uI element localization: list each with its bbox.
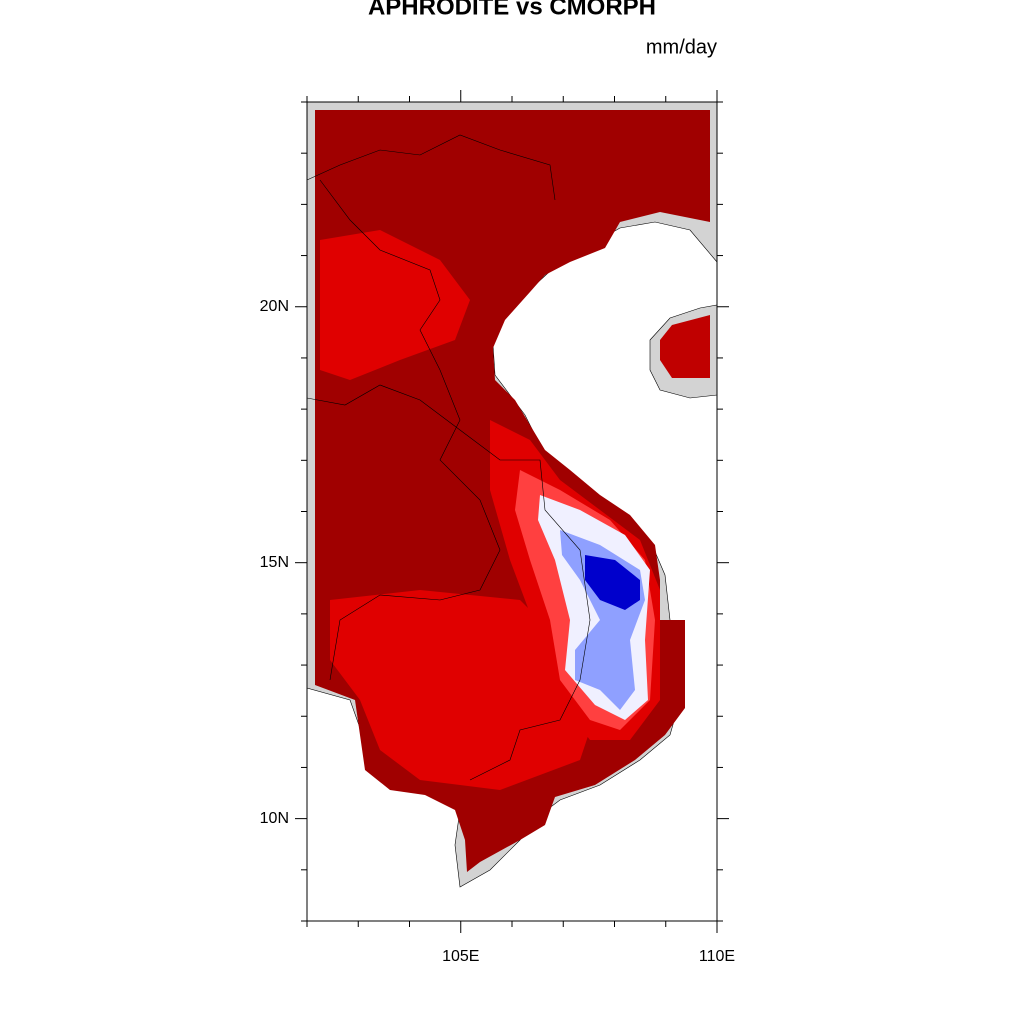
border bbox=[306, 134, 556, 201]
y-tick-label: 15N bbox=[260, 554, 289, 571]
y-tick-label: 20N bbox=[260, 298, 289, 315]
x-tick-label: 110E bbox=[699, 948, 735, 965]
field-blue bbox=[585, 555, 640, 610]
precip-field bbox=[315, 110, 710, 872]
y-tick-label: 10N bbox=[260, 810, 289, 827]
x-tick-label: 105E bbox=[442, 948, 479, 965]
title: APHRODITE vs CMORPH bbox=[368, 0, 656, 20]
border bbox=[319, 179, 501, 681]
border bbox=[306, 384, 591, 781]
units: mm/day bbox=[646, 36, 717, 58]
field-island bbox=[660, 315, 710, 378]
borders bbox=[306, 134, 591, 781]
